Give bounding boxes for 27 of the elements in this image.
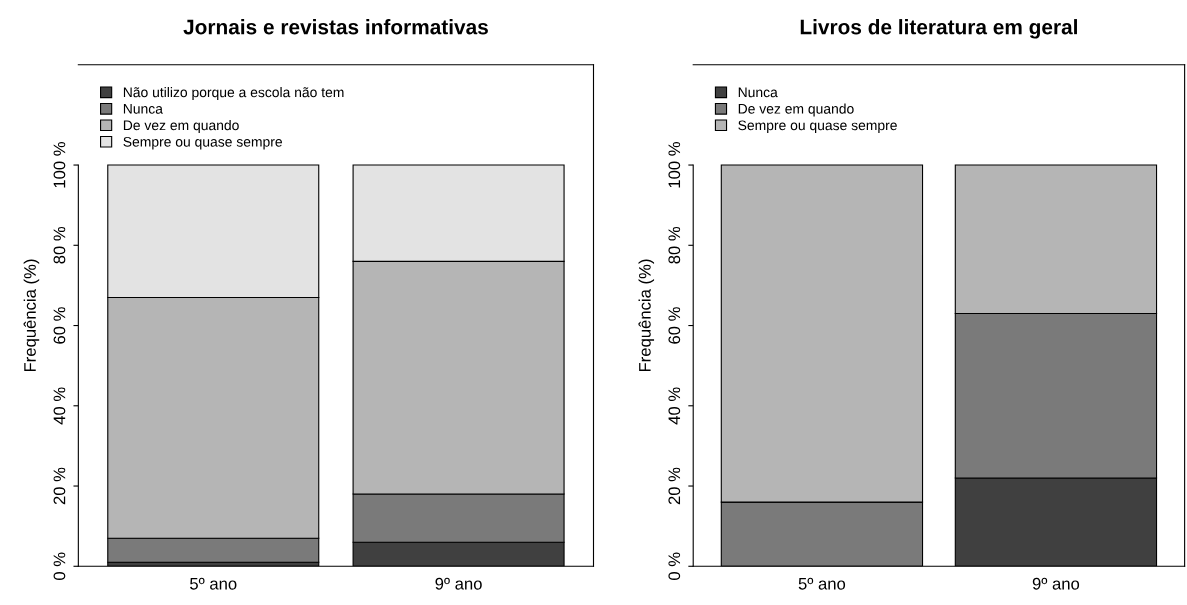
y-tick-label: 100 % xyxy=(53,142,66,188)
y-tick-label: 0 % xyxy=(668,552,681,580)
y-tick-label: 40 % xyxy=(53,387,66,425)
legend-label: Sempre ou quase sempre xyxy=(123,136,282,150)
y-axis-title: Frequência (%) xyxy=(638,259,655,372)
y-tick-label: 60 % xyxy=(668,307,681,344)
legend-label: Nunca xyxy=(123,104,163,114)
x-tick-label: 5º ano xyxy=(798,577,846,590)
legend-label: Sempre ou quase sempre xyxy=(738,120,897,133)
y-tick-label: 80 % xyxy=(53,226,66,264)
y-axis-title: Frequência (%) xyxy=(23,259,40,372)
chart-title: Jornais e revistas informativas xyxy=(183,19,488,35)
x-tick-label: 9º ano xyxy=(435,577,482,590)
legend-label: De vez em quando xyxy=(738,103,854,117)
y-tick-label: 80 % xyxy=(668,226,681,264)
x-tick-label: 9º ano xyxy=(1032,577,1080,590)
legend-label: Nunca xyxy=(738,87,778,98)
y-tick-label: 0 % xyxy=(53,552,66,580)
chart-title: Livros de literatura em geral xyxy=(800,19,1077,39)
y-tick-label: 20 % xyxy=(53,467,66,505)
x-tick-label: 5º ano xyxy=(190,577,237,590)
y-tick-label: 100 % xyxy=(668,142,681,188)
legend-label: De vez em quando xyxy=(123,120,239,133)
legend-label: Não utilizo porque a escola não tem xyxy=(123,87,344,100)
y-tick-label: 20 % xyxy=(668,467,681,505)
y-tick-label: 60 % xyxy=(53,307,66,344)
y-tick-label: 40 % xyxy=(668,387,681,425)
